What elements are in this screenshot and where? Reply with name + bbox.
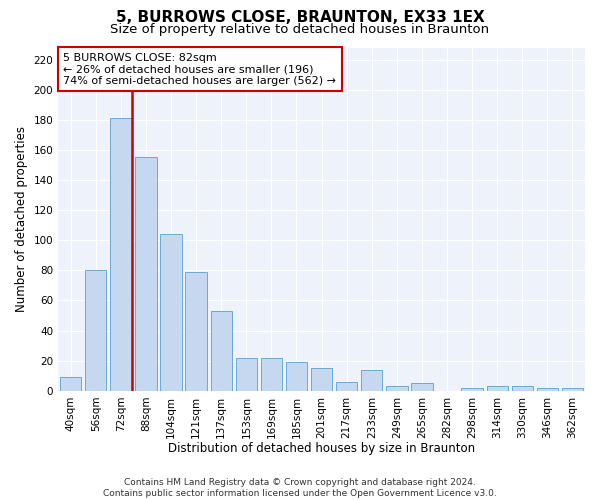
- Bar: [512, 386, 533, 391]
- Bar: [562, 388, 583, 391]
- Text: 5 BURROWS CLOSE: 82sqm
← 26% of detached houses are smaller (196)
74% of semi-de: 5 BURROWS CLOSE: 82sqm ← 26% of detached…: [64, 52, 337, 86]
- Bar: [160, 234, 182, 391]
- Bar: [211, 311, 232, 391]
- Bar: [261, 358, 282, 391]
- Bar: [110, 118, 131, 391]
- Bar: [537, 388, 558, 391]
- Text: 5, BURROWS CLOSE, BRAUNTON, EX33 1EX: 5, BURROWS CLOSE, BRAUNTON, EX33 1EX: [116, 10, 484, 25]
- Bar: [286, 362, 307, 391]
- X-axis label: Distribution of detached houses by size in Braunton: Distribution of detached houses by size …: [168, 442, 475, 455]
- Bar: [185, 272, 207, 391]
- Bar: [85, 270, 106, 391]
- Bar: [136, 158, 157, 391]
- Text: Contains HM Land Registry data © Crown copyright and database right 2024.
Contai: Contains HM Land Registry data © Crown c…: [103, 478, 497, 498]
- Bar: [411, 384, 433, 391]
- Bar: [236, 358, 257, 391]
- Bar: [461, 388, 483, 391]
- Bar: [386, 386, 407, 391]
- Bar: [336, 382, 358, 391]
- Bar: [487, 386, 508, 391]
- Text: Size of property relative to detached houses in Braunton: Size of property relative to detached ho…: [110, 22, 490, 36]
- Y-axis label: Number of detached properties: Number of detached properties: [15, 126, 28, 312]
- Bar: [311, 368, 332, 391]
- Bar: [60, 378, 82, 391]
- Bar: [361, 370, 382, 391]
